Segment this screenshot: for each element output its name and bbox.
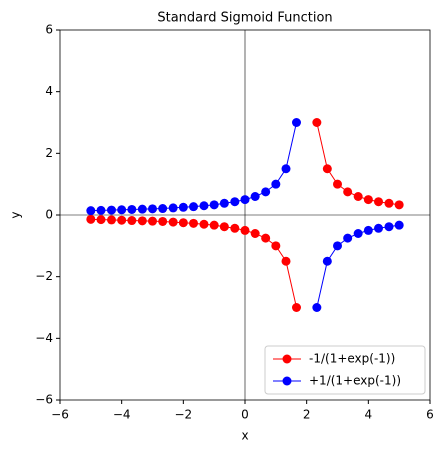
marker — [312, 303, 322, 312]
legend-label: -1/(1+exp(-1)) — [309, 352, 395, 366]
chart-title: Standard Sigmoid Function — [157, 11, 332, 26]
marker — [178, 202, 188, 212]
marker — [96, 215, 106, 225]
marker — [209, 200, 219, 210]
marker — [158, 204, 168, 214]
marker — [86, 214, 96, 224]
marker — [343, 233, 353, 243]
marker — [106, 215, 116, 225]
marker — [333, 241, 342, 251]
marker — [261, 187, 271, 197]
marker — [240, 225, 250, 235]
marker — [384, 222, 394, 232]
marker — [353, 229, 363, 238]
y-tick-label: 2 — [45, 146, 53, 160]
y-tick-label: −2 — [35, 269, 53, 283]
marker — [199, 219, 209, 229]
marker — [219, 222, 229, 232]
marker — [281, 256, 291, 266]
marker — [250, 229, 260, 238]
marker — [291, 303, 301, 312]
marker — [333, 179, 342, 189]
marker — [394, 220, 404, 230]
marker — [148, 216, 157, 226]
x-tick-label: −2 — [174, 408, 192, 422]
marker — [137, 204, 147, 214]
marker — [106, 205, 116, 215]
x-tick-label: 0 — [241, 408, 249, 422]
y-tick-label: 6 — [45, 23, 53, 37]
marker — [148, 204, 157, 214]
marker — [86, 206, 96, 216]
marker — [230, 197, 240, 207]
marker — [240, 195, 250, 205]
marker — [117, 205, 127, 215]
x-tick-label: 4 — [365, 408, 373, 422]
plot-frame — [59, 29, 431, 401]
legend-swatch-marker — [282, 354, 292, 364]
marker — [394, 200, 404, 210]
y-tick-label: −4 — [35, 331, 53, 345]
marker — [178, 218, 188, 228]
marker — [189, 218, 199, 228]
marker — [96, 205, 106, 215]
marker — [374, 223, 384, 233]
x-axis-label: x — [241, 429, 248, 443]
x-tick-label: 2 — [303, 408, 311, 422]
x-tick-label: −6 — [51, 408, 69, 422]
marker — [199, 201, 209, 211]
y-tick-label: −6 — [35, 393, 53, 407]
marker — [312, 118, 322, 127]
y-tick-label: 0 — [45, 208, 53, 222]
marker — [127, 216, 137, 226]
marker — [117, 215, 127, 225]
marker — [291, 118, 301, 127]
marker — [168, 217, 178, 227]
marker — [189, 202, 199, 212]
y-tick-label: 4 — [45, 84, 53, 98]
marker — [168, 203, 178, 213]
y-axis-label: y — [9, 211, 23, 218]
marker — [271, 241, 281, 251]
marker — [230, 223, 240, 233]
marker — [343, 187, 353, 197]
legend-swatch-marker — [282, 376, 292, 386]
marker — [250, 192, 260, 201]
marker — [363, 195, 373, 205]
marker — [281, 164, 291, 174]
marker — [322, 164, 332, 174]
x-tick-label: −4 — [113, 408, 131, 422]
marker — [384, 198, 394, 208]
marker — [158, 216, 168, 226]
marker — [261, 233, 271, 243]
marker — [137, 216, 147, 226]
marker — [271, 179, 281, 189]
x-tick-label: 6 — [426, 408, 434, 422]
marker — [374, 197, 384, 207]
marker — [127, 204, 137, 214]
legend-box — [264, 345, 426, 395]
legend-label: +1/(1+exp(-1)) — [309, 374, 401, 388]
marker — [363, 225, 373, 235]
marker — [353, 192, 363, 201]
marker — [322, 256, 332, 266]
marker — [219, 198, 229, 208]
marker — [209, 220, 219, 230]
